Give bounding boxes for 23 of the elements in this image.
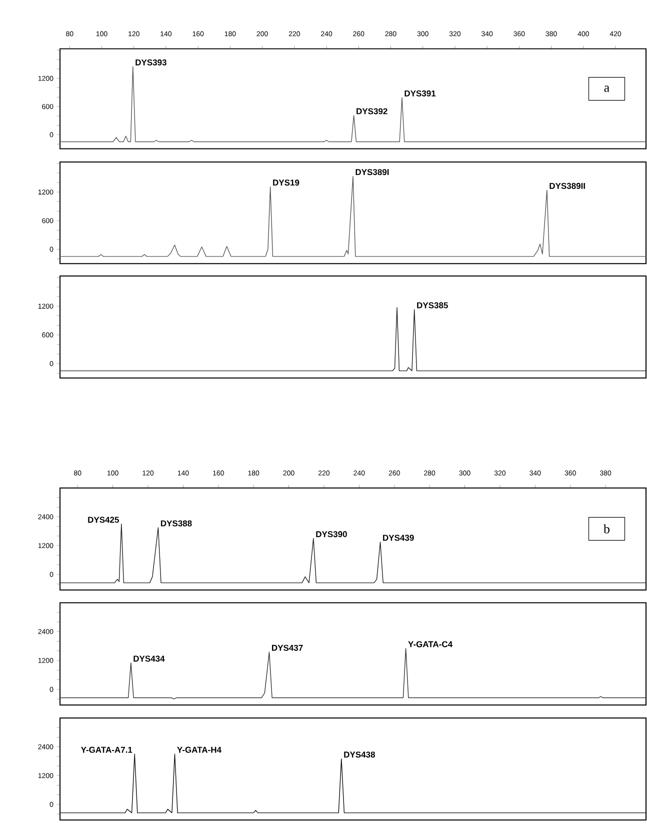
annotation: Y-GATA-H4 bbox=[177, 746, 222, 753]
line-series bbox=[60, 66, 646, 142]
annotation: DYS388 bbox=[160, 520, 192, 526]
annotation: DYS389II bbox=[550, 182, 585, 189]
annotation: DYS434 bbox=[134, 656, 165, 662]
annotation: DYS425 bbox=[88, 516, 119, 523]
annotation: DYS438 bbox=[344, 752, 375, 758]
line-series bbox=[60, 754, 646, 814]
annotation: b bbox=[604, 524, 610, 534]
annotation: DYS385 bbox=[417, 302, 448, 308]
annotation: DYS439 bbox=[383, 534, 414, 541]
annotation: DYS391 bbox=[404, 90, 436, 96]
line-series bbox=[60, 176, 646, 257]
annotation: DYS393 bbox=[136, 59, 166, 66]
annotation: Y-GATA-A7.1 bbox=[80, 746, 132, 753]
annotation: DYS392 bbox=[356, 108, 388, 114]
annotation: DYS389I bbox=[356, 169, 389, 176]
annotation: DYS19 bbox=[273, 180, 300, 186]
line-series bbox=[60, 307, 646, 372]
annotation: Y-GATA-C4 bbox=[408, 641, 453, 648]
annotation: a bbox=[604, 86, 610, 92]
annotation: DYS390 bbox=[316, 531, 347, 538]
annotation: DYS437 bbox=[272, 644, 303, 651]
